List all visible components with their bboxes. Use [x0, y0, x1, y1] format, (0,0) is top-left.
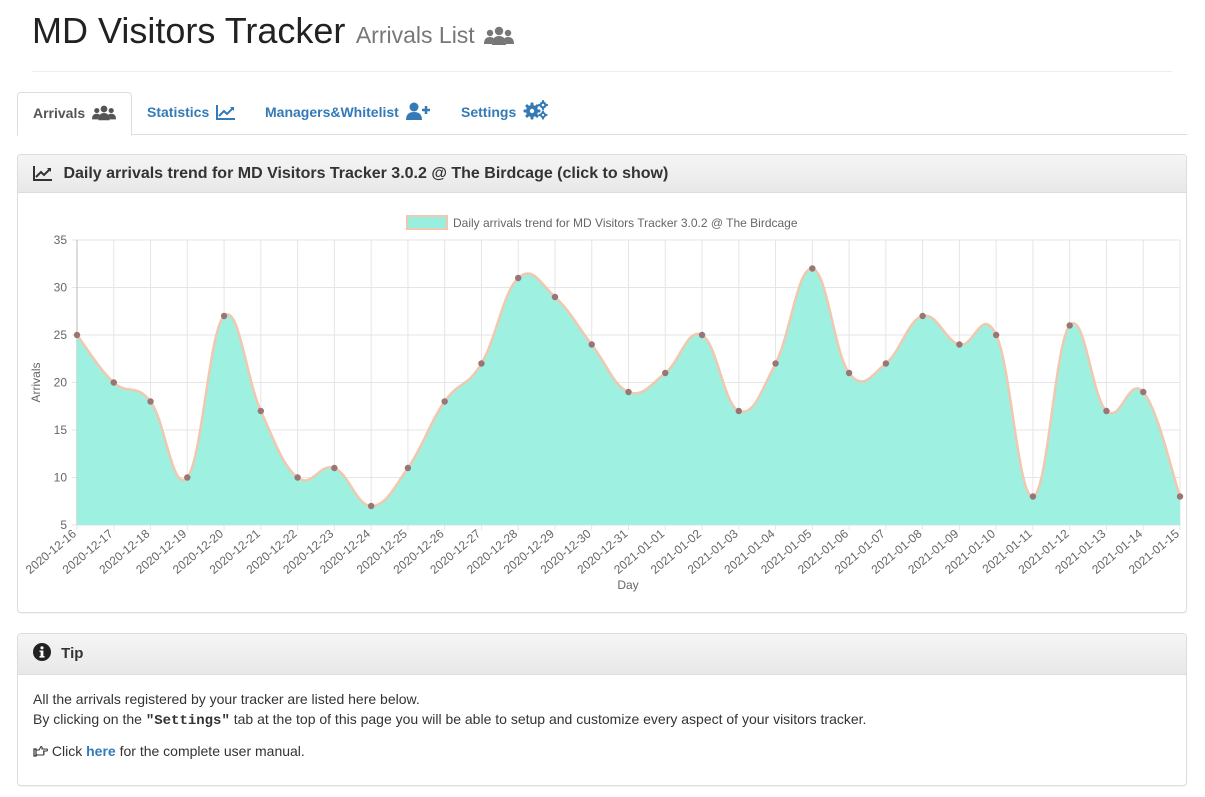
y-tick-label: 15 [54, 423, 68, 437]
tip-line-2-post: tab at the top of this page you will be … [229, 711, 867, 727]
data-point[interactable] [73, 331, 81, 339]
data-point[interactable] [331, 464, 338, 472]
cogs-icon [523, 100, 549, 120]
page-header: MD Visitors Tracker Arrivals List [32, 10, 515, 52]
y-tick-label: 35 [54, 233, 68, 247]
tab-managers-label: Managers&Whitelist [265, 104, 399, 120]
data-point[interactable] [698, 331, 706, 339]
data-point[interactable] [220, 312, 228, 320]
data-point[interactable] [1029, 493, 1037, 500]
y-tick-label: 10 [54, 471, 68, 485]
data-point[interactable] [257, 407, 265, 415]
tab-arrivals[interactable]: Arrivals [17, 92, 133, 136]
users-icon [484, 26, 515, 51]
x-axis-title: Day [617, 578, 638, 592]
data-point[interactable] [1103, 407, 1110, 415]
y-axis-ticks: 5 10 15 20 25 30 35 [54, 233, 68, 532]
chart-panel-title: Daily arrivals trend for MD Visitors Tra… [63, 165, 669, 182]
data-point[interactable] [441, 398, 448, 405]
data-point[interactable] [1066, 322, 1073, 329]
users-icon [92, 105, 117, 121]
legend-label[interactable]: Daily arrivals trend for MD Visitors Tra… [453, 216, 798, 230]
data-point[interactable] [956, 341, 963, 348]
data-point[interactable] [1140, 388, 1147, 396]
chart-line-icon [33, 166, 52, 181]
y-tick-label: 20 [54, 376, 68, 390]
user-plus-icon [405, 102, 430, 120]
data-point[interactable] [404, 464, 412, 472]
hand-point-right-icon [33, 745, 49, 757]
app-title: MD Visitors Tracker [32, 10, 346, 51]
data-point[interactable] [147, 398, 154, 405]
data-point[interactable] [772, 360, 779, 367]
series-line [76, 267, 1182, 508]
data-point[interactable] [625, 388, 632, 396]
data-point[interactable] [184, 474, 191, 481]
area-fill [77, 268, 1180, 525]
manual-post: for the complete user manual. [115, 743, 305, 759]
chart-panel: Daily arrivals trend for MD Visitors Tra… [17, 154, 1187, 613]
tab-statistics[interactable]: Statistics [132, 92, 251, 133]
tip-panel-heading: Tip [18, 634, 1186, 675]
tab-managers-whitelist[interactable]: Managers&Whitelist [250, 92, 447, 133]
data-point[interactable] [1176, 493, 1184, 500]
data-point[interactable] [845, 369, 853, 377]
page-subtitle: Arrivals List [355, 22, 475, 48]
data-point[interactable] [919, 312, 926, 320]
tab-arrivals-label: Arrivals [33, 105, 86, 121]
x-axis-ticks: 2020-12-162020-12-172020-12-182020-12-19… [23, 526, 1182, 576]
manual-pre: Click [51, 743, 87, 759]
data-point[interactable] [735, 407, 742, 415]
manual-line: Click here for the complete user manual. [33, 741, 1171, 761]
y-tick-label: 30 [54, 281, 68, 295]
tab-statistics-label: Statistics [147, 104, 210, 120]
settings-emphasis: "Settings" [145, 713, 230, 729]
y-axis-title: Arrivals [29, 362, 43, 402]
data-point[interactable] [882, 360, 890, 367]
tip-panel: Tip All the arrivals registered by your … [17, 633, 1187, 786]
chart-points [73, 265, 1184, 510]
data-point[interactable] [551, 293, 559, 301]
header-divider [32, 71, 1172, 72]
tip-title: Tip [61, 645, 84, 662]
tip-line-1: All the arrivals registered by your trac… [33, 691, 420, 707]
manual-link[interactable]: here [86, 743, 116, 759]
tip-line-2-pre: By clicking on the [33, 711, 146, 727]
y-tick-label: 5 [60, 518, 67, 532]
nav-tabs: Arrivals Statistics Managers&Whitelist S… [17, 92, 1187, 136]
data-point[interactable] [515, 274, 522, 282]
data-point[interactable] [588, 341, 595, 348]
data-point[interactable] [992, 331, 1000, 339]
arrivals-chart: 5 10 15 20 25 30 35 2020-12-162020-12-172020-1… [23, 215, 1184, 592]
data-point[interactable] [110, 379, 117, 386]
tab-settings[interactable]: Settings [446, 92, 564, 133]
legend-swatch[interactable] [406, 215, 448, 230]
tab-settings-label: Settings [461, 104, 517, 120]
data-point[interactable] [367, 502, 375, 510]
chart-line-icon [216, 105, 236, 120]
info-circle-icon [33, 643, 51, 661]
data-point[interactable] [294, 474, 301, 481]
data-point[interactable] [478, 360, 485, 367]
tip-body: All the arrivals registered by your trac… [18, 675, 1186, 775]
tip-line-2: By clicking on the "Settings" tab at the… [33, 709, 1171, 731]
y-tick-label: 25 [54, 328, 68, 342]
chart-panel-heading[interactable]: Daily arrivals trend for MD Visitors Tra… [18, 155, 1186, 193]
data-point[interactable] [809, 265, 816, 272]
data-point[interactable] [662, 369, 669, 377]
